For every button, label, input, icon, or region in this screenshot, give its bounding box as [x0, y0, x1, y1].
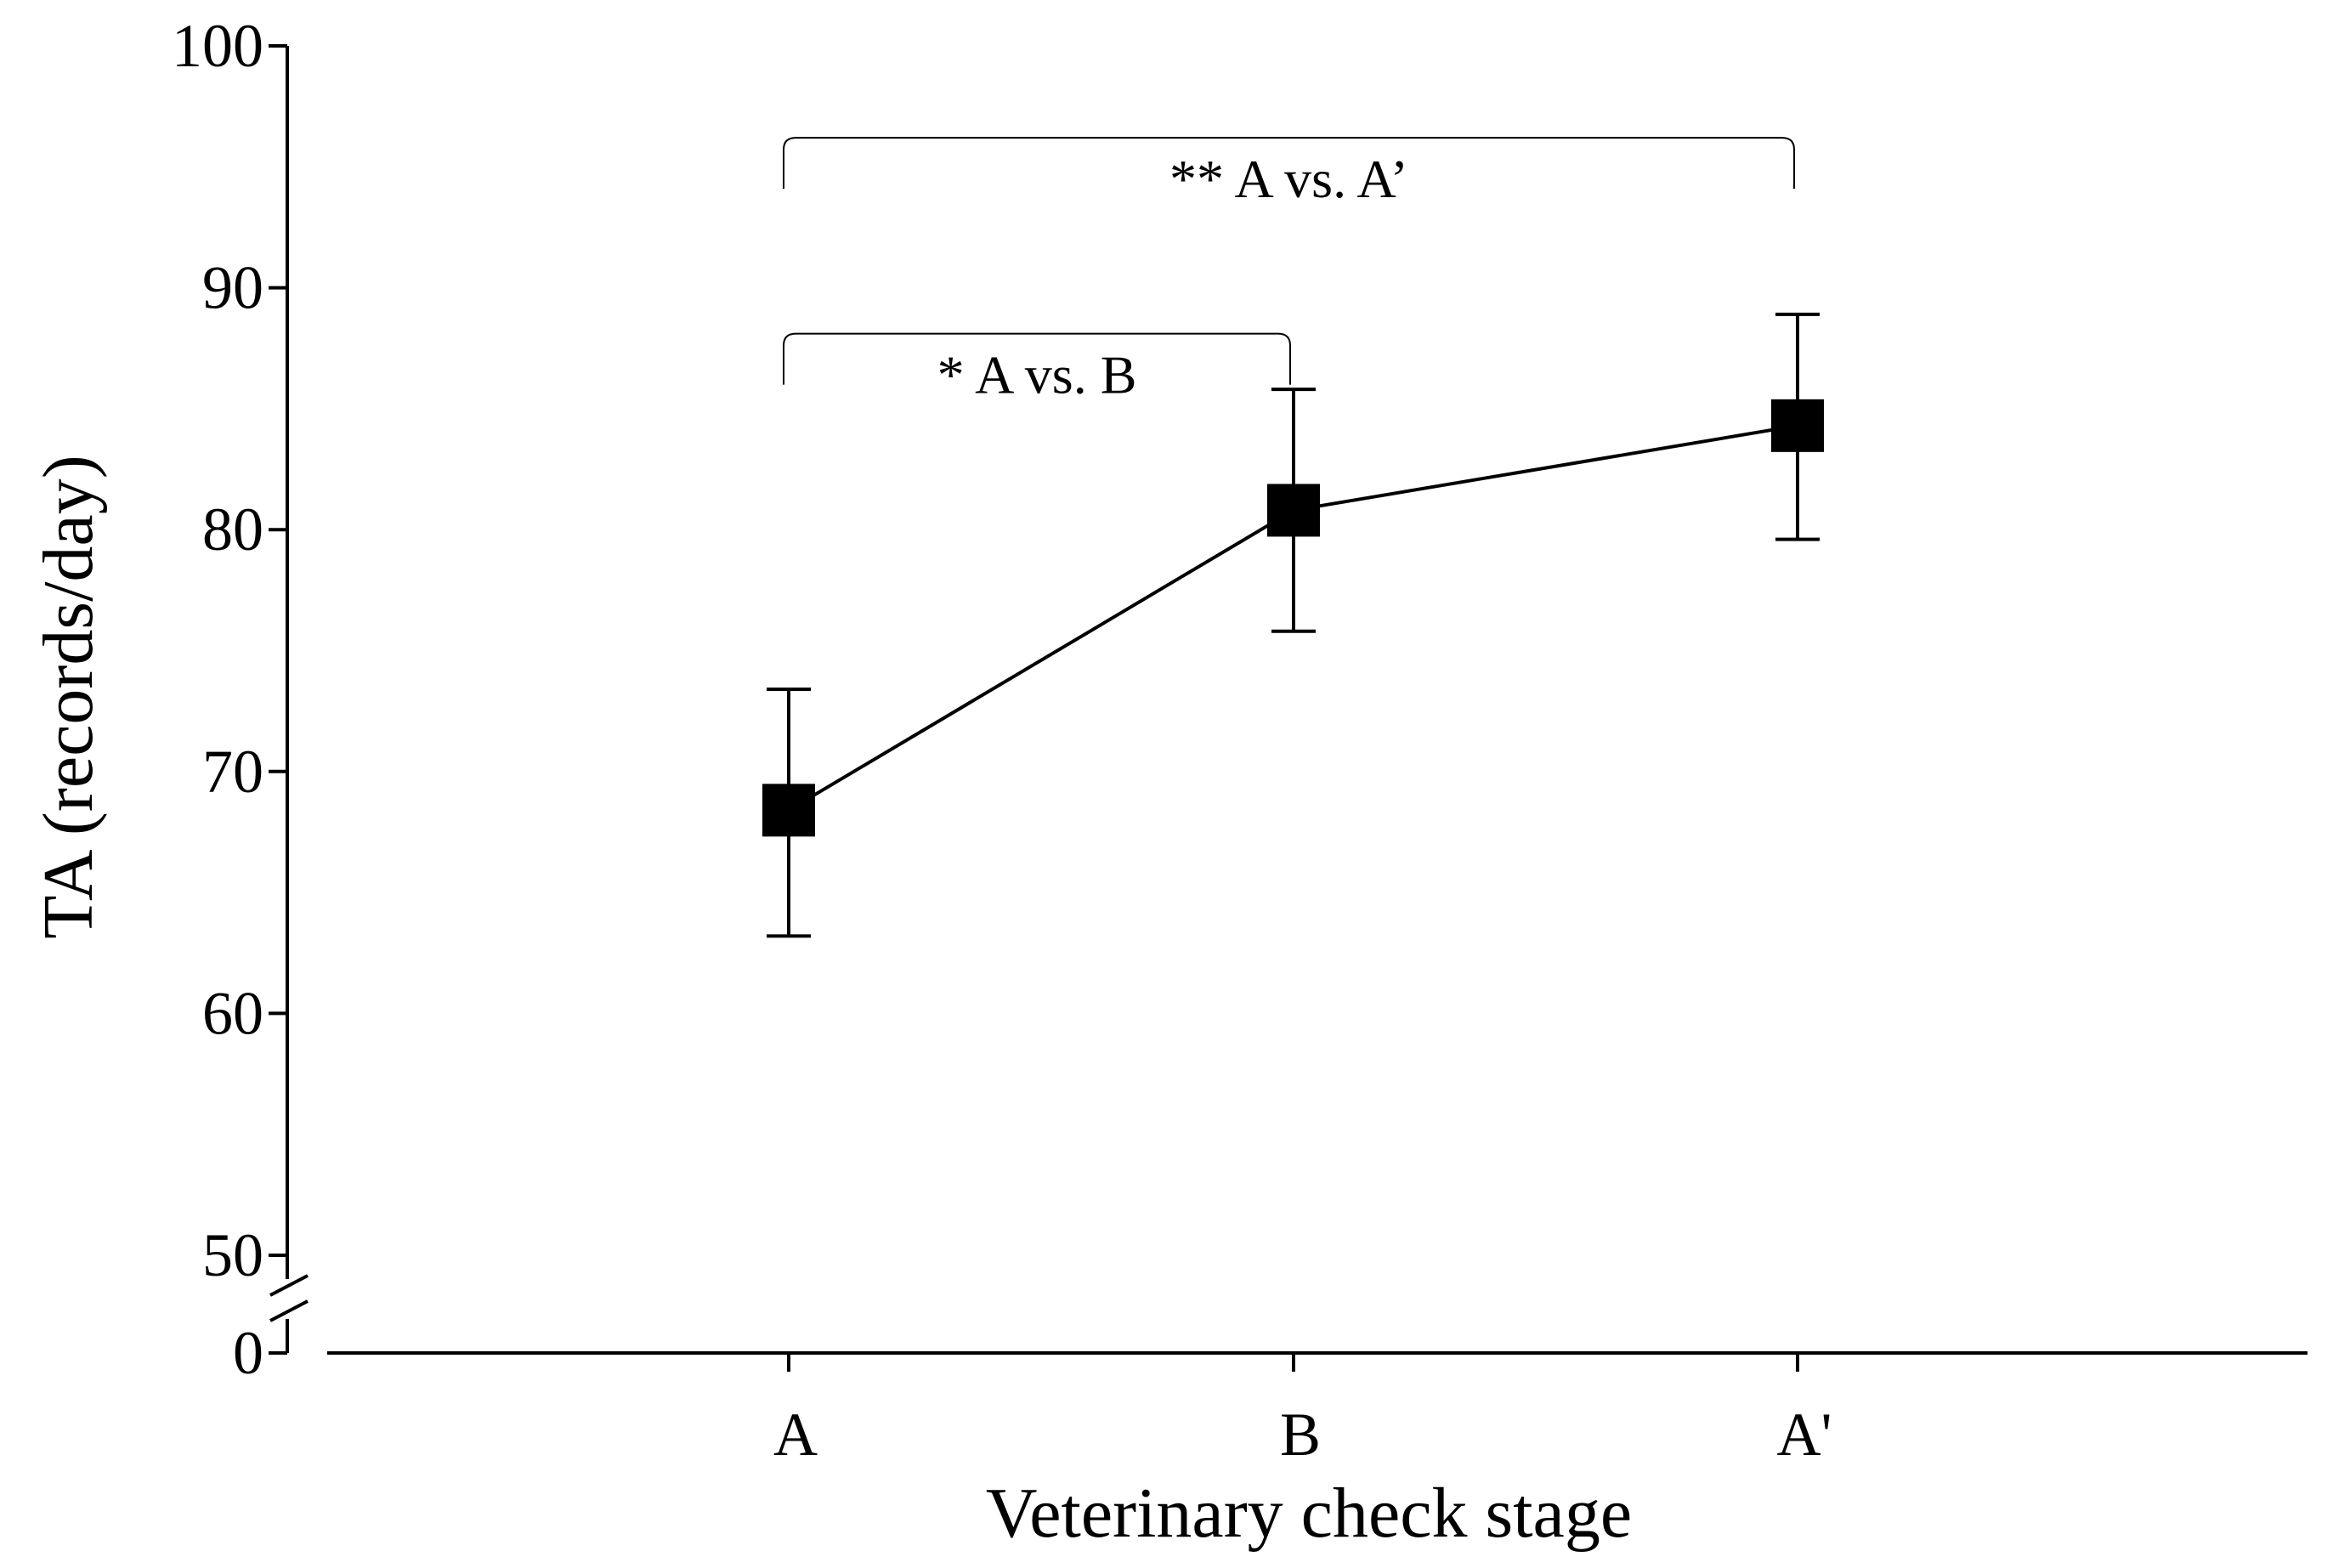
- y-tick-label: 80: [202, 495, 263, 563]
- significance-label: ** A vs. A’: [1169, 149, 1408, 209]
- x-tick-label: A': [1777, 1401, 1832, 1469]
- y-tick-label: 90: [202, 254, 263, 322]
- x-axis-title: Veterinary check stage: [986, 1474, 1632, 1553]
- data-point-marker: [762, 784, 815, 837]
- significance-bracket: [783, 332, 1291, 385]
- significance-annotations: * A vs. B ** A vs. A’: [783, 137, 1795, 405]
- y-axis-break-mark: [269, 1299, 309, 1322]
- x-tick-label: A: [773, 1401, 818, 1469]
- y-tick-label: 50: [202, 1221, 263, 1289]
- significance-label: * A vs. B: [937, 345, 1137, 405]
- y-tick-label: 100: [172, 12, 263, 80]
- axes: 0 50 60 70 80 90 100 A B A': [172, 12, 2308, 1469]
- y-axis-break-mark: [269, 1274, 309, 1297]
- y-tick-label: 70: [202, 738, 263, 806]
- y-tick-label: 60: [202, 979, 263, 1047]
- data-point-marker: [1267, 484, 1320, 537]
- x-tick-label: B: [1280, 1401, 1321, 1469]
- data-series: [762, 312, 1824, 938]
- significance-bracket: [783, 137, 1795, 190]
- y-axis-title: TA (records/day): [29, 455, 108, 938]
- data-point-marker: [1771, 399, 1824, 452]
- y-tick-label: 0: [233, 1319, 263, 1387]
